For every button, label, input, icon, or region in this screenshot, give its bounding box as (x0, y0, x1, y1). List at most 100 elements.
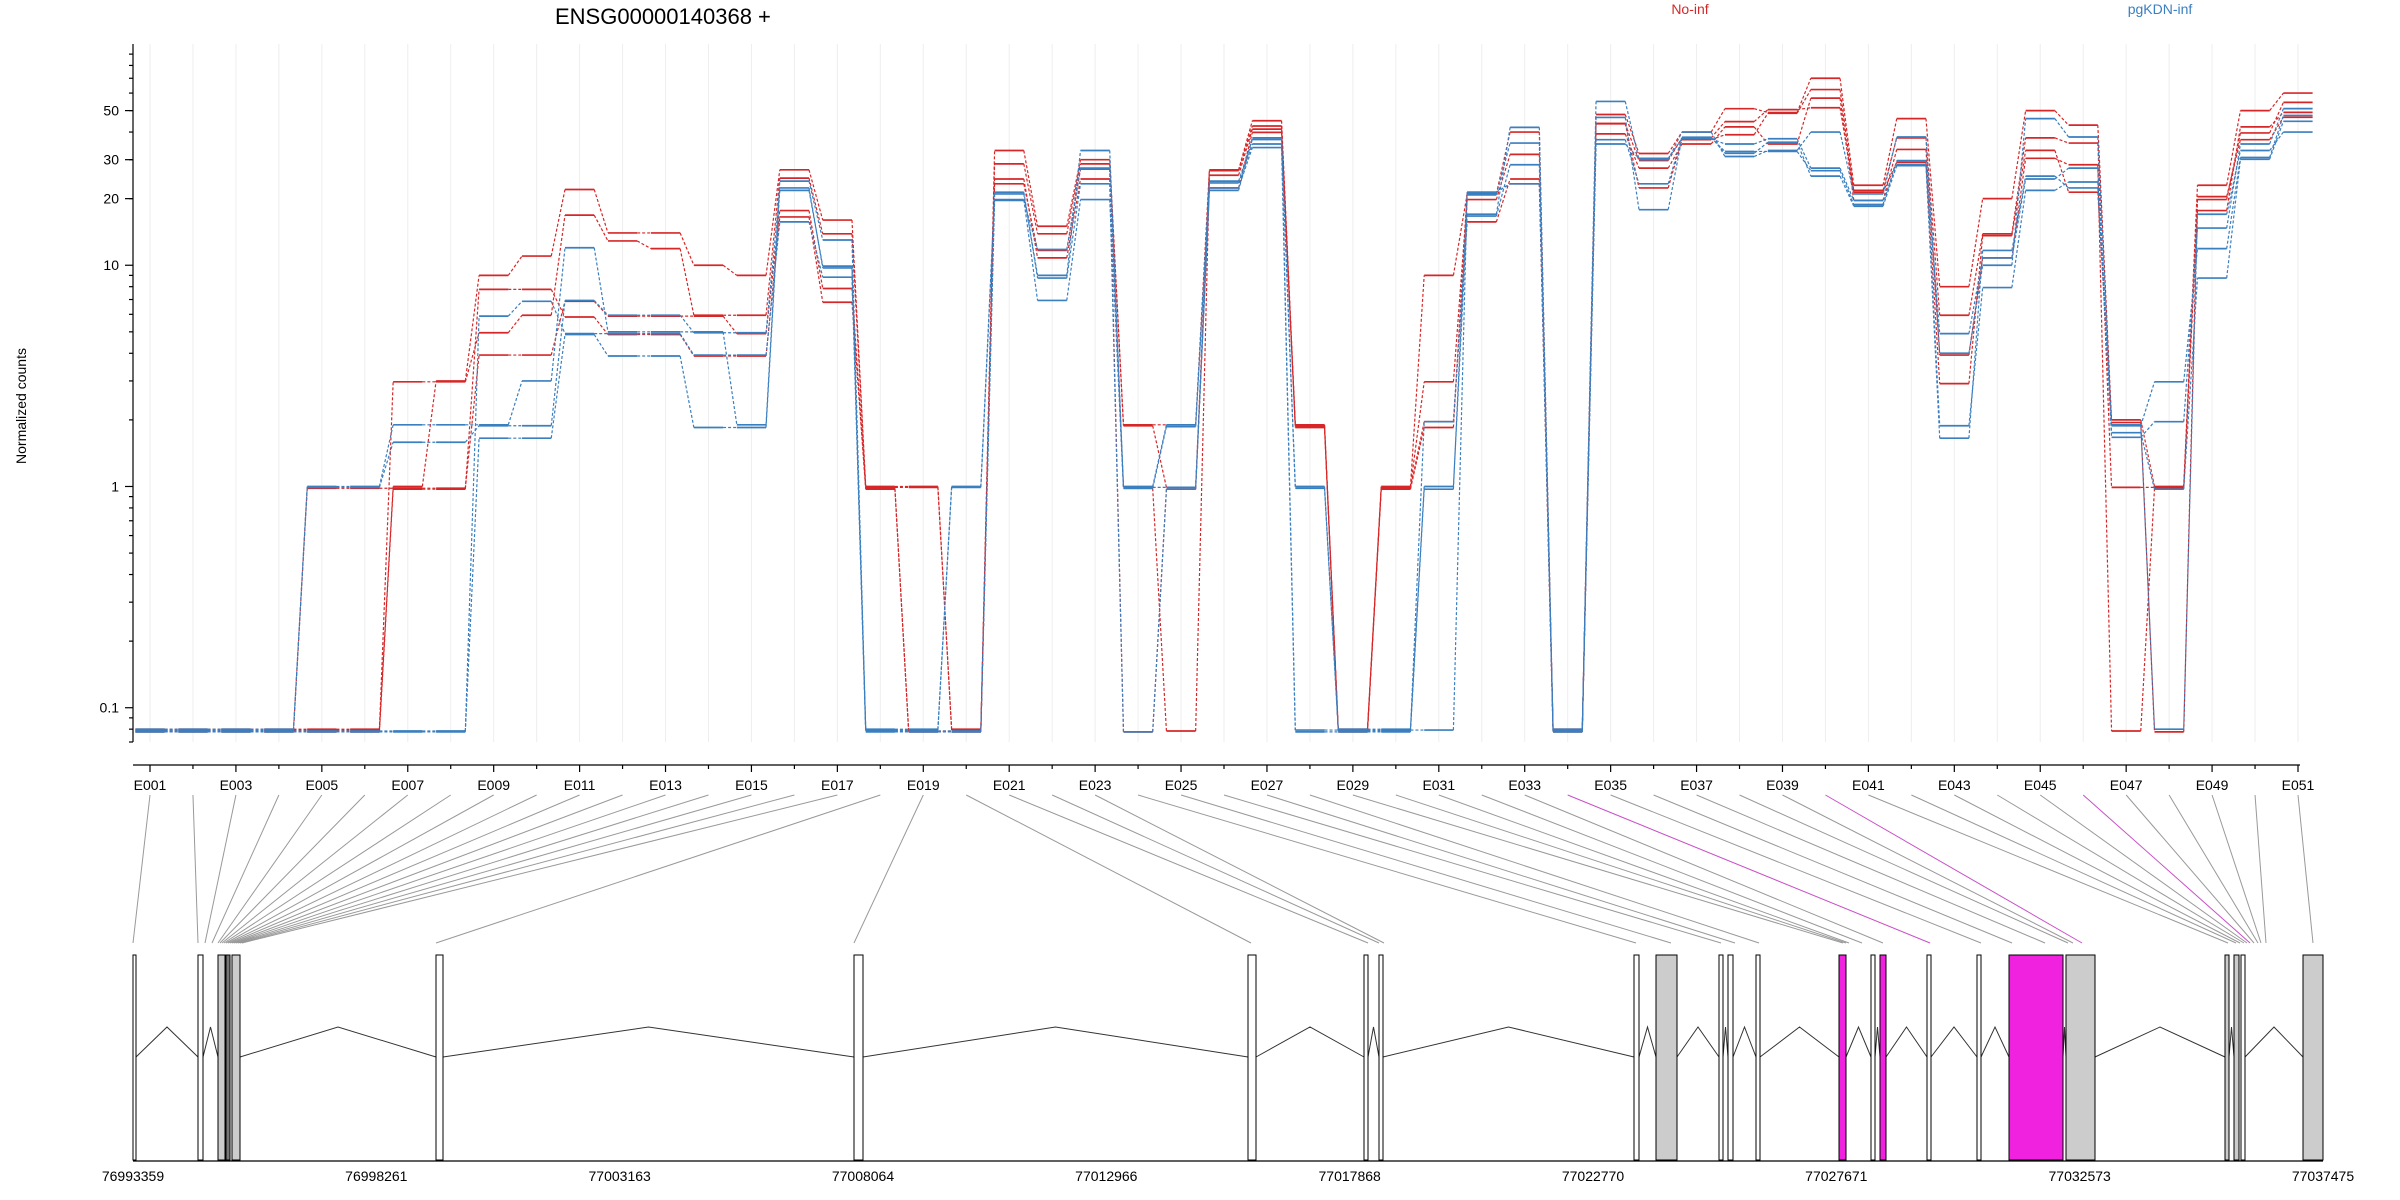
exon-tick-label: E039 (1766, 777, 1799, 793)
exon-connector (1653, 794, 2013, 944)
exon-block (132, 954, 137, 1161)
series-line-7 (135, 107, 2313, 732)
exon-block (197, 954, 204, 1161)
y-tick-label: 30 (103, 152, 119, 168)
coordinate-label: 77032573 (2049, 1168, 2112, 1184)
exon-block (225, 954, 231, 1161)
exon-connector (217, 794, 323, 944)
exon-connector (1137, 794, 1637, 944)
exon-connector (1352, 794, 1844, 944)
exon-tick-label: E025 (1165, 777, 1198, 793)
exon-connector (192, 794, 199, 944)
exon-connector (435, 794, 881, 944)
exon-tick-label: E033 (1508, 777, 1541, 793)
exon-highlighted (1838, 954, 1847, 1161)
exon-connector (1567, 794, 1931, 944)
series-line-8 (135, 120, 2313, 733)
exon-connector (132, 794, 151, 944)
y-tick-label: 20 (103, 191, 119, 207)
legend-entry-pgkdn-inf: pgKDN-inf (2128, 1, 2193, 17)
exon-connector (1009, 794, 1369, 944)
exon-block (217, 954, 226, 1161)
exon-tick-label: E021 (993, 777, 1026, 793)
exon-block (1976, 954, 1982, 1161)
exon-block (1870, 954, 1876, 1161)
exon-block (1718, 954, 1724, 1161)
exon-tick-label: E011 (564, 777, 596, 793)
coordinate-label: 77003163 (589, 1168, 652, 1184)
coordinate-label: 77012966 (1075, 1168, 1138, 1184)
exon-connector (2211, 794, 2262, 944)
exon-connector (235, 794, 709, 944)
coordinate-label: 76998261 (345, 1168, 408, 1184)
exon-tick-label: E045 (2024, 777, 2057, 793)
exon-tick-label: E035 (1594, 777, 1627, 793)
exon-connector (1696, 794, 2046, 944)
coordinate-label: 77037475 (2292, 1168, 2355, 1184)
series-line-6 (135, 114, 2313, 731)
y-axis-label: Normalized counts (13, 348, 29, 464)
y-tick-label: 1 (111, 478, 119, 494)
exon-tick-label: E037 (1680, 777, 1713, 793)
exon-tick-label: E015 (735, 777, 768, 793)
exon-tick-label: E009 (477, 777, 510, 793)
exon-block (2240, 954, 2246, 1161)
intron-lines (135, 1025, 2304, 1058)
y-tick-label: 50 (103, 103, 119, 119)
exon-block (1655, 954, 1678, 1161)
exon-connector (219, 794, 366, 944)
exon-tick-label: E005 (305, 777, 338, 793)
exon-connector (1051, 794, 1380, 944)
exon-tick-label: E007 (391, 777, 424, 793)
exon-connector (2125, 794, 2255, 944)
exon-connector (237, 794, 752, 944)
exon-connector (1739, 794, 2069, 944)
exon-connector (1954, 794, 2241, 944)
exon-tick-label: E019 (907, 777, 940, 793)
exon-block (853, 954, 864, 1161)
x-axis: E001 E003 E005 E007 E009 E011 E013 E015 E017 E019… (133, 764, 2315, 793)
exon-tick-label: E031 (1422, 777, 1455, 793)
y-tick-label: 0.1 (100, 700, 120, 716)
exon-connector (1180, 794, 1672, 944)
exon-tick-label: E043 (1938, 777, 1971, 793)
exon-block (2233, 954, 2240, 1161)
exon-block (435, 954, 444, 1161)
coordinate-label: 77022770 (1562, 1168, 1625, 1184)
exon-tick-label: E049 (2196, 777, 2229, 793)
exon-tick-label: E023 (1079, 777, 1112, 793)
exon-tick-label: E001 (134, 777, 167, 793)
y-tick-label: 10 (103, 257, 119, 273)
exon-block (2065, 954, 2096, 1161)
exon-connector (1094, 794, 1385, 944)
exon-connector (1438, 794, 1850, 944)
coordinate-label: 77008064 (832, 1168, 895, 1184)
exon-connector (1395, 794, 1847, 944)
exon-connector (239, 794, 795, 944)
exon-connector (1309, 794, 1760, 944)
exon-connector (1782, 794, 2074, 944)
series-lines (135, 77, 2313, 733)
exon-block (2302, 954, 2324, 1161)
exon-block (231, 954, 241, 1161)
grid (149, 44, 2299, 742)
exon-connector (233, 794, 666, 944)
exon-block (1363, 954, 1369, 1161)
exon-connector (241, 794, 838, 944)
gene-model (132, 954, 2324, 1161)
exon-connector (966, 794, 1252, 944)
coordinate-label: 77027671 (1805, 1168, 1868, 1184)
exon-connector (231, 794, 623, 944)
exon-connector (2039, 794, 2248, 944)
genomic-coordinate-axis: 76993359 76998261 77003163 77008064 77012966… (102, 1160, 2355, 1184)
series-connector-8 (164, 121, 2284, 733)
exon-connector (1266, 794, 1736, 944)
exon-connector (2297, 794, 2314, 944)
exon-tick-label: E047 (2110, 777, 2143, 793)
exon-connector (229, 794, 580, 944)
exon-block (1755, 954, 1761, 1161)
exon-block (2224, 954, 2230, 1161)
y-axis: 0.1 1 10 20 30 50 (100, 44, 134, 743)
exon-block (1247, 954, 1257, 1161)
